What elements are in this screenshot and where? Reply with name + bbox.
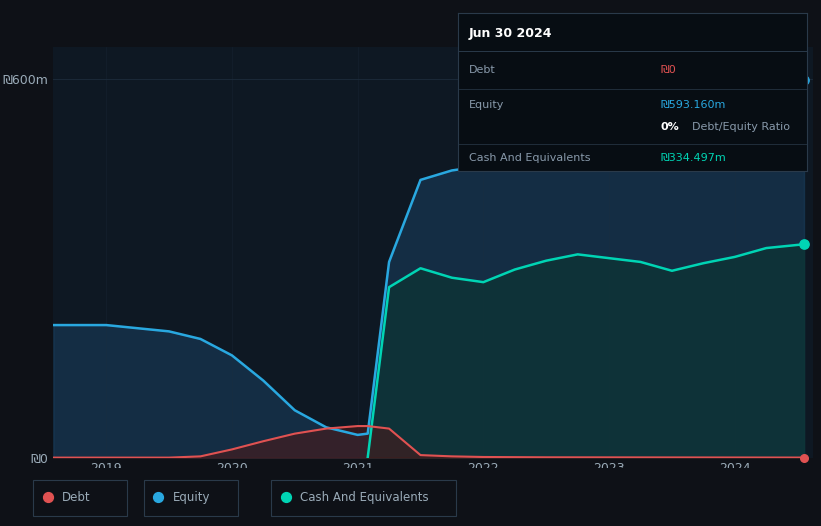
Text: Debt: Debt <box>62 491 90 503</box>
FancyBboxPatch shape <box>33 480 127 515</box>
Text: Jun 30 2024: Jun 30 2024 <box>469 27 552 40</box>
Point <box>797 240 810 248</box>
Text: Cash And Equivalents: Cash And Equivalents <box>469 153 590 164</box>
Text: Equity: Equity <box>469 99 504 110</box>
Text: Equity: Equity <box>172 491 210 503</box>
Point <box>797 76 810 84</box>
Point <box>797 453 810 462</box>
Text: ₪0: ₪0 <box>661 65 677 75</box>
Text: ₪593.160m: ₪593.160m <box>661 99 726 110</box>
Point <box>41 493 54 501</box>
FancyBboxPatch shape <box>271 480 456 515</box>
Text: 0%: 0% <box>661 122 679 132</box>
Text: Cash And Equivalents: Cash And Equivalents <box>300 491 429 503</box>
Text: ₪334.497m: ₪334.497m <box>661 153 727 164</box>
Text: Debt: Debt <box>469 65 495 75</box>
FancyBboxPatch shape <box>144 480 238 515</box>
Text: Debt/Equity Ratio: Debt/Equity Ratio <box>692 122 790 132</box>
Point <box>279 493 292 501</box>
Point <box>152 493 165 501</box>
